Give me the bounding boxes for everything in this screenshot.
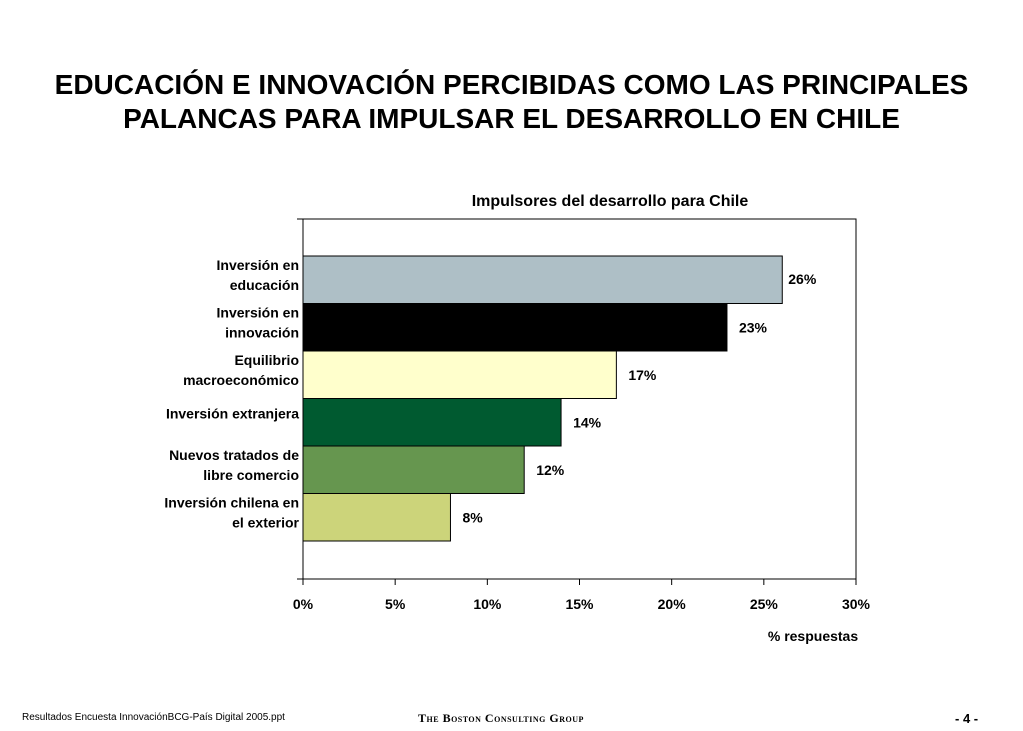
bar-5 [302, 445, 525, 494]
x-tick-label-4: 15% [565, 596, 594, 612]
x-axis-label: % respuestas [768, 628, 858, 644]
footer-source: Resultados Encuesta InnovaciónBCG-País D… [22, 712, 285, 723]
bar-4 [302, 398, 562, 447]
bar-value-label-4: 14% [573, 415, 602, 431]
bar-value-label-5: 12% [536, 462, 565, 478]
category-label-3: Equilibrio macroeconómico [183, 352, 299, 388]
x-tick-label-7: 30% [842, 596, 871, 612]
footer-company: The Boston Consulting Group [418, 711, 584, 725]
bar-1 [302, 255, 783, 304]
category-label-2: Inversión en innovación [217, 305, 299, 341]
slide-title-line-1: EDUCACIÓN E INNOVACIÓN PERCIBIDAS COMO L… [54, 69, 969, 100]
bar-value-label-3: 17% [628, 367, 657, 383]
x-tick-label-2: 5% [385, 596, 406, 612]
bar-value-label-6: 8% [462, 510, 483, 526]
category-label-1: Inversión en educación [217, 257, 299, 293]
chart-title: Impulsores del desarrollo para Chile [472, 193, 749, 210]
category-label-6: Inversión chilena en el exterior [164, 495, 299, 531]
bar-3 [302, 350, 617, 399]
x-tick-label-5: 20% [658, 596, 687, 612]
bar-6 [302, 493, 451, 542]
x-tick-label-1: 0% [293, 596, 314, 612]
slide-title-line-2: PALANCAS PARA IMPULSAR EL DESARROLLO EN … [123, 103, 900, 134]
category-label-4: Inversión extranjera [166, 406, 299, 422]
bar-value-label-1: 26% [788, 271, 817, 287]
slide-title: EDUCACIÓN E INNOVACIÓN PERCIBIDAS COMO L… [0, 68, 1023, 136]
footer-page-number: - 4 - [955, 711, 979, 726]
bar-value-label-2: 23% [739, 320, 768, 336]
bar-2 [302, 303, 728, 352]
category-label-5: Nuevos tratados de libre comercio [169, 447, 299, 483]
x-tick-label-3: 10% [473, 596, 502, 612]
x-tick-label-6: 25% [750, 596, 779, 612]
